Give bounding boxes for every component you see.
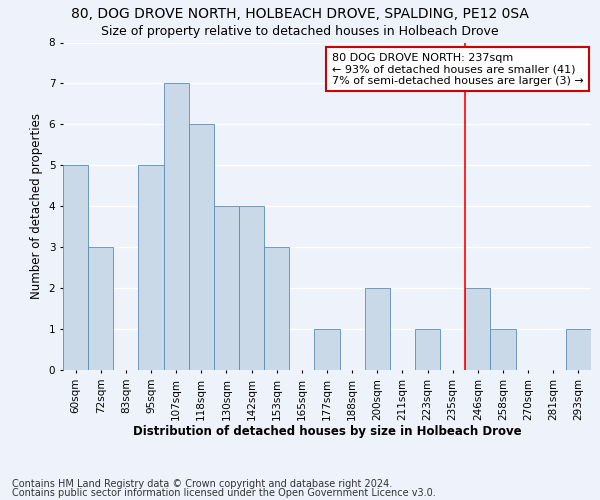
- Text: Contains public sector information licensed under the Open Government Licence v3: Contains public sector information licen…: [12, 488, 436, 498]
- Bar: [314, 329, 340, 370]
- Y-axis label: Number of detached properties: Number of detached properties: [30, 114, 43, 299]
- Bar: [189, 124, 214, 370]
- X-axis label: Distribution of detached houses by size in Holbeach Drove: Distribution of detached houses by size …: [133, 426, 521, 438]
- Bar: [465, 288, 490, 370]
- Bar: [239, 206, 264, 370]
- Bar: [415, 329, 440, 370]
- Bar: [214, 206, 239, 370]
- Bar: [365, 288, 390, 370]
- Text: Contains HM Land Registry data © Crown copyright and database right 2024.: Contains HM Land Registry data © Crown c…: [12, 479, 392, 489]
- Text: 80 DOG DROVE NORTH: 237sqm
← 93% of detached houses are smaller (41)
7% of semi-: 80 DOG DROVE NORTH: 237sqm ← 93% of deta…: [332, 52, 584, 86]
- Bar: [490, 329, 515, 370]
- Bar: [139, 166, 164, 370]
- Bar: [63, 166, 88, 370]
- Bar: [264, 247, 289, 370]
- Bar: [566, 329, 591, 370]
- Bar: [88, 247, 113, 370]
- Bar: [164, 84, 189, 370]
- Text: Size of property relative to detached houses in Holbeach Drove: Size of property relative to detached ho…: [101, 25, 499, 38]
- Text: 80, DOG DROVE NORTH, HOLBEACH DROVE, SPALDING, PE12 0SA: 80, DOG DROVE NORTH, HOLBEACH DROVE, SPA…: [71, 8, 529, 22]
